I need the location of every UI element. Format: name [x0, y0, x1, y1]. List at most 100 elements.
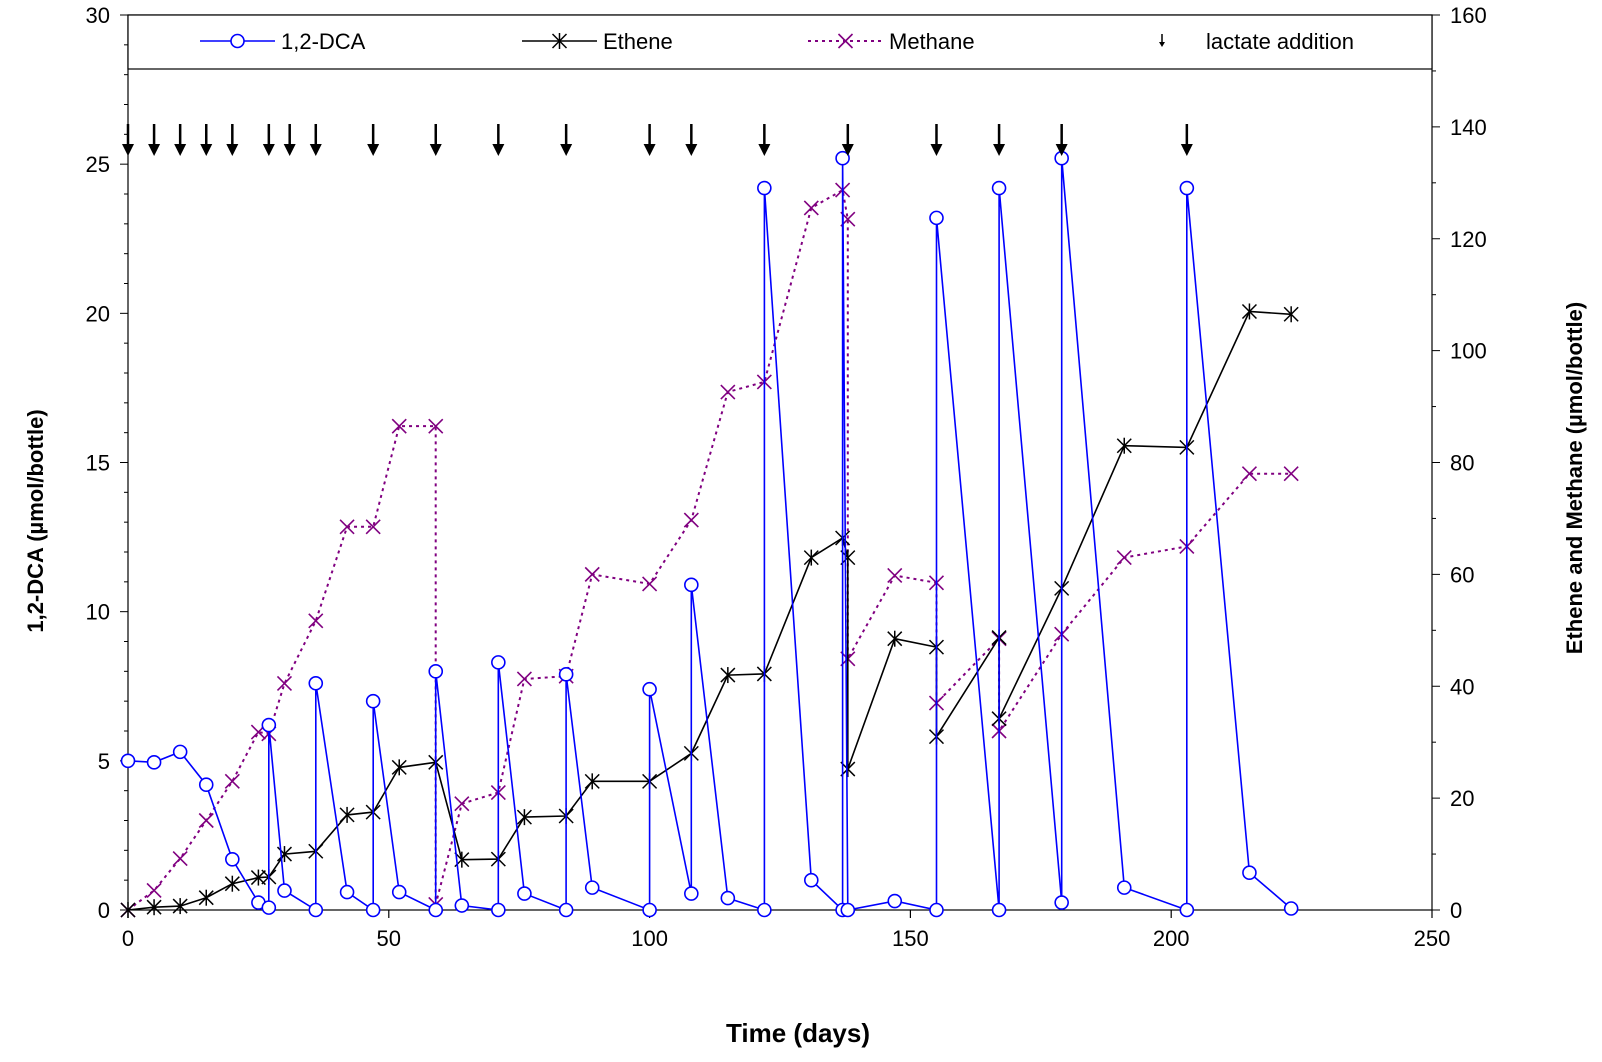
- ticks: 0 50 100 150 200 250 0 5 10 15 20 25 30 0 20 40 60 80 100 1…: [86, 3, 1487, 951]
- y-right-tick-label: 20: [1450, 786, 1474, 811]
- lactate-arrow-head: [993, 144, 1006, 156]
- point-methane-stroke: [584, 566, 600, 582]
- lactate-arrow-head: [148, 144, 161, 156]
- point-1-2-dca: [1283, 901, 1299, 916]
- point-methane-stroke: [1116, 550, 1132, 566]
- point-1-2-dca: [428, 902, 444, 918]
- lactate-arrow-head: [283, 144, 296, 156]
- y-right-tick-label: 140: [1450, 115, 1487, 140]
- point-methane: [454, 796, 470, 812]
- point-1-2-dca: [757, 902, 772, 918]
- point-1-2-dca: [225, 851, 240, 867]
- x-tick-label: 200: [1153, 926, 1190, 951]
- legend-entry-methane: Methane: [808, 29, 975, 54]
- point-ethene: [146, 899, 162, 916]
- y-right-tick-label: 100: [1450, 339, 1487, 364]
- point-methane-stroke: [276, 675, 293, 692]
- y-left-tick-label: 5: [98, 749, 110, 774]
- point-1-2-dca: [491, 655, 506, 670]
- point-methane-stroke: [642, 576, 658, 592]
- series-line-1-2-dca: [127, 158, 1292, 912]
- point-1-2-dca: [1242, 865, 1257, 881]
- plot-frame: [127, 14, 1433, 911]
- point-1-2-dca: [261, 717, 277, 733]
- point-ethene: [339, 806, 355, 823]
- point-ethene: [1116, 437, 1132, 454]
- point-1-2-dca: [684, 886, 699, 901]
- point-1-2-dca: [720, 890, 736, 906]
- point-methane-stroke: [339, 519, 355, 535]
- point-methane-stroke: [683, 512, 699, 528]
- point-1-2-dca: [840, 902, 856, 918]
- point-methane: [683, 512, 699, 528]
- point-methane-stroke: [428, 418, 444, 434]
- point-1-2-dca: [146, 755, 162, 770]
- lactate-arrow: [930, 124, 943, 156]
- lactate-arrow: [122, 124, 134, 156]
- point-1-2-dca: [1179, 902, 1195, 918]
- legend-label-ethene: Ethene: [603, 29, 673, 54]
- point-methane: [1116, 550, 1132, 566]
- y-left-tick-label: 0: [98, 898, 110, 923]
- legend-entry-ethene: Ethene: [522, 29, 673, 54]
- lactate-arrow: [1055, 124, 1068, 156]
- lactate-arrow-head: [262, 144, 275, 156]
- point-methane-stroke: [1241, 466, 1258, 482]
- point-methane: [146, 882, 162, 898]
- legend-label-lactate-addition: lactate addition: [1206, 29, 1354, 54]
- point-1-2-dca: [558, 902, 574, 918]
- point-1-2-dca: [1116, 880, 1132, 895]
- lactate-arrow: [148, 124, 161, 156]
- point-methane: [339, 519, 355, 535]
- y-left-tick-label: 15: [86, 451, 110, 476]
- legend-entry-lactate-addition: lactate addition: [1159, 29, 1354, 54]
- point-1-2-dca: [261, 900, 277, 915]
- y-right-tick-label: 160: [1450, 3, 1487, 28]
- y-left-tick-label: 20: [86, 301, 110, 326]
- lactate-arrow-head: [367, 144, 380, 156]
- point-methane-stroke: [308, 613, 324, 629]
- point-1-2-dca: [365, 693, 381, 709]
- lactate-arrow: [492, 124, 505, 156]
- lactate-arrow-head: [492, 144, 505, 156]
- y-right-tick-label: 80: [1450, 451, 1474, 476]
- lactate-arrows: [122, 124, 1193, 156]
- point-ethene: [803, 549, 819, 566]
- legend-marker-methane: [837, 33, 854, 49]
- point-1-2-dca: [887, 893, 903, 909]
- point-ethene: [1241, 303, 1257, 320]
- point-1-2-dca: [929, 210, 944, 226]
- point-methane: [365, 519, 381, 535]
- point-1-2-dca: [308, 675, 324, 691]
- y-right-tick-label: 60: [1450, 562, 1474, 587]
- point-1-2-dca: [365, 902, 381, 918]
- lactate-arrow: [560, 124, 573, 156]
- lactate-arrow: [226, 124, 239, 156]
- legend-marker-1-2-dca: [230, 33, 245, 49]
- point-1-2-dca: [803, 872, 819, 888]
- point-ethene: [584, 773, 600, 790]
- point-methane-stroke: [720, 384, 736, 400]
- lactate-arrow-head: [309, 144, 322, 156]
- lactate-arrow: [643, 124, 656, 156]
- y-right-tick-label: 40: [1450, 674, 1474, 699]
- point-1-2-dca: [491, 902, 506, 918]
- lactate-arrow: [262, 124, 275, 156]
- point-ethene: [120, 902, 136, 918]
- lactate-arrow: [200, 124, 213, 156]
- point-methane: [584, 566, 600, 582]
- point-1-2-dca: [454, 898, 470, 913]
- point-1-2-dca: [642, 902, 657, 918]
- legend-label-methane: Methane: [889, 29, 975, 54]
- x-tick-label: 50: [377, 926, 401, 951]
- point-ethene: [1283, 306, 1299, 323]
- lactate-arrow: [685, 124, 698, 156]
- point-methane: [516, 671, 532, 687]
- legend-marker-methane-stroke: [837, 33, 854, 49]
- x-tick-label: 150: [892, 926, 929, 951]
- point-1-2-dca: [757, 180, 772, 196]
- lactate-arrow: [429, 124, 442, 156]
- point-ethene: [720, 667, 736, 684]
